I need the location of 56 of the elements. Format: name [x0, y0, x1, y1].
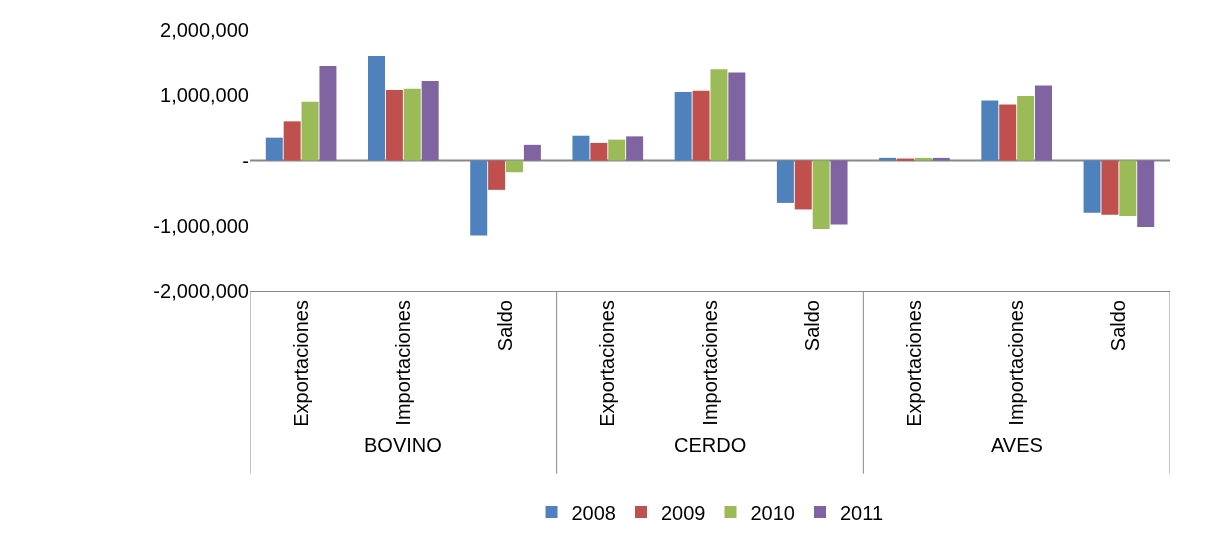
- bar: [1035, 85, 1052, 161]
- x-tick-label: Saldo: [800, 300, 823, 352]
- bar: [608, 139, 626, 161]
- bar: [265, 137, 283, 161]
- legend-label: 2011: [840, 501, 884, 524]
- text: CERDO: [674, 434, 747, 456]
- bar: [1083, 160, 1101, 213]
- legend-label: 2009: [661, 501, 706, 524]
- bar: [470, 160, 488, 236]
- bar: [728, 72, 746, 161]
- bar: [932, 157, 950, 161]
- bar: [301, 101, 319, 161]
- bar: [692, 90, 710, 161]
- bar: [1119, 160, 1137, 216]
- bar: [626, 136, 644, 161]
- bar: [283, 121, 301, 161]
- bar: [914, 157, 932, 161]
- y-tick-label: -: [242, 149, 249, 172]
- bar: [1101, 160, 1119, 215]
- bar: [999, 104, 1017, 161]
- bar: [368, 56, 385, 161]
- bar: [830, 160, 848, 225]
- bar: [794, 160, 812, 210]
- x-tick-label: Importaciones: [391, 300, 414, 426]
- bar: [1137, 160, 1155, 228]
- bar: [1017, 95, 1035, 161]
- x-tick-label: Importaciones: [698, 300, 721, 426]
- y-tick-label: 1,000,000: [160, 84, 249, 107]
- x-tick-label: Exportaciones: [902, 300, 925, 427]
- x-tick-label: Saldo: [1107, 300, 1130, 352]
- text: BOVINO: [364, 434, 442, 456]
- bar: [421, 80, 439, 161]
- bar: [523, 144, 541, 161]
- legend-label: 2010: [750, 501, 795, 524]
- bar: [879, 157, 897, 161]
- bar: [710, 69, 728, 161]
- x-tick-label: Exportaciones: [289, 300, 312, 427]
- bar: [403, 88, 421, 161]
- x-tick-label: Importaciones: [1005, 300, 1028, 426]
- bar: [776, 160, 794, 203]
- bar: [319, 65, 337, 161]
- bar: [572, 135, 590, 161]
- bar: [488, 160, 506, 190]
- y-tick-label: 2,000,000: [160, 19, 249, 41]
- bar: [385, 90, 403, 161]
- bar: [812, 160, 830, 230]
- legend-label: 2008: [571, 501, 616, 524]
- text: AVES: [991, 434, 1043, 456]
- bar: [506, 160, 523, 173]
- y-tick-label: -1,000,000: [153, 214, 249, 237]
- x-tick-label: Exportaciones: [596, 300, 619, 427]
- x-tick-label: Saldo: [494, 300, 517, 352]
- bar: [674, 91, 692, 161]
- y-tick-label: -2,000,000: [153, 280, 249, 302]
- bar: [981, 100, 999, 161]
- bar: [590, 142, 608, 161]
